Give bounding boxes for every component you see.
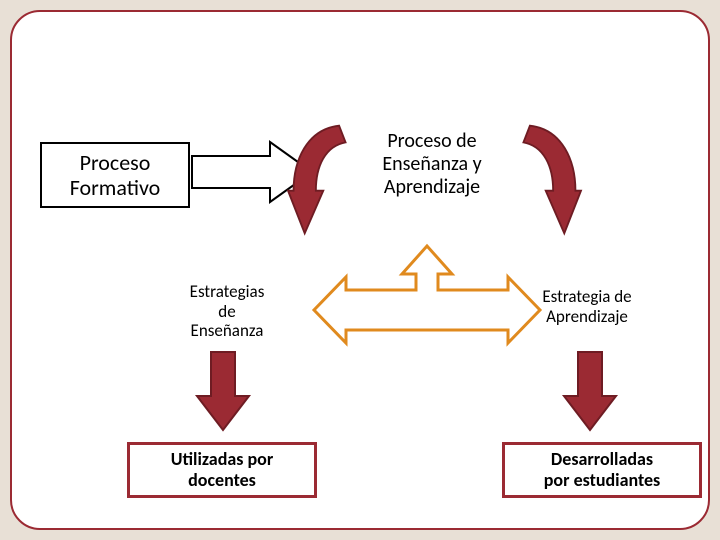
- node-estrategia-aprendizaje: Estrategia deAprendizaje: [512, 287, 662, 326]
- node-proceso-ea-label: Proceso deEnseñanza yAprendizaje: [382, 129, 481, 199]
- diagram-card: ProcesoFormativo Proceso deEnseñanza yAp…: [10, 10, 710, 530]
- node-utilizadas-docentes: Utilizadas pordocentes: [127, 442, 317, 498]
- curved-arrow-left: [288, 122, 353, 237]
- node-utilizadas-docentes-label: Utilizadas pordocentes: [171, 449, 273, 490]
- node-estrategias-ensenanza: EstrategiasdeEnseñanza: [162, 282, 292, 341]
- node-desarrolladas-estudiantes-label: Desarrolladaspor estudiantes: [544, 449, 660, 490]
- node-proceso-formativo-label: ProcesoFormativo: [70, 150, 161, 201]
- arrow-down-right: [564, 352, 616, 430]
- node-estrategias-ensenanza-label: EstrategiasdeEnseñanza: [190, 281, 265, 341]
- node-estrategia-aprendizaje-label: Estrategia deAprendizaje: [542, 286, 631, 327]
- multi-arrow-ulr: [312, 244, 542, 354]
- curved-arrow-right: [516, 122, 581, 237]
- arrow-down-left: [197, 352, 249, 430]
- node-desarrolladas-estudiantes: Desarrolladaspor estudiantes: [502, 442, 702, 498]
- node-proceso-ea: Proceso deEnseñanza yAprendizaje: [352, 130, 512, 199]
- node-proceso-formativo: ProcesoFormativo: [40, 142, 190, 208]
